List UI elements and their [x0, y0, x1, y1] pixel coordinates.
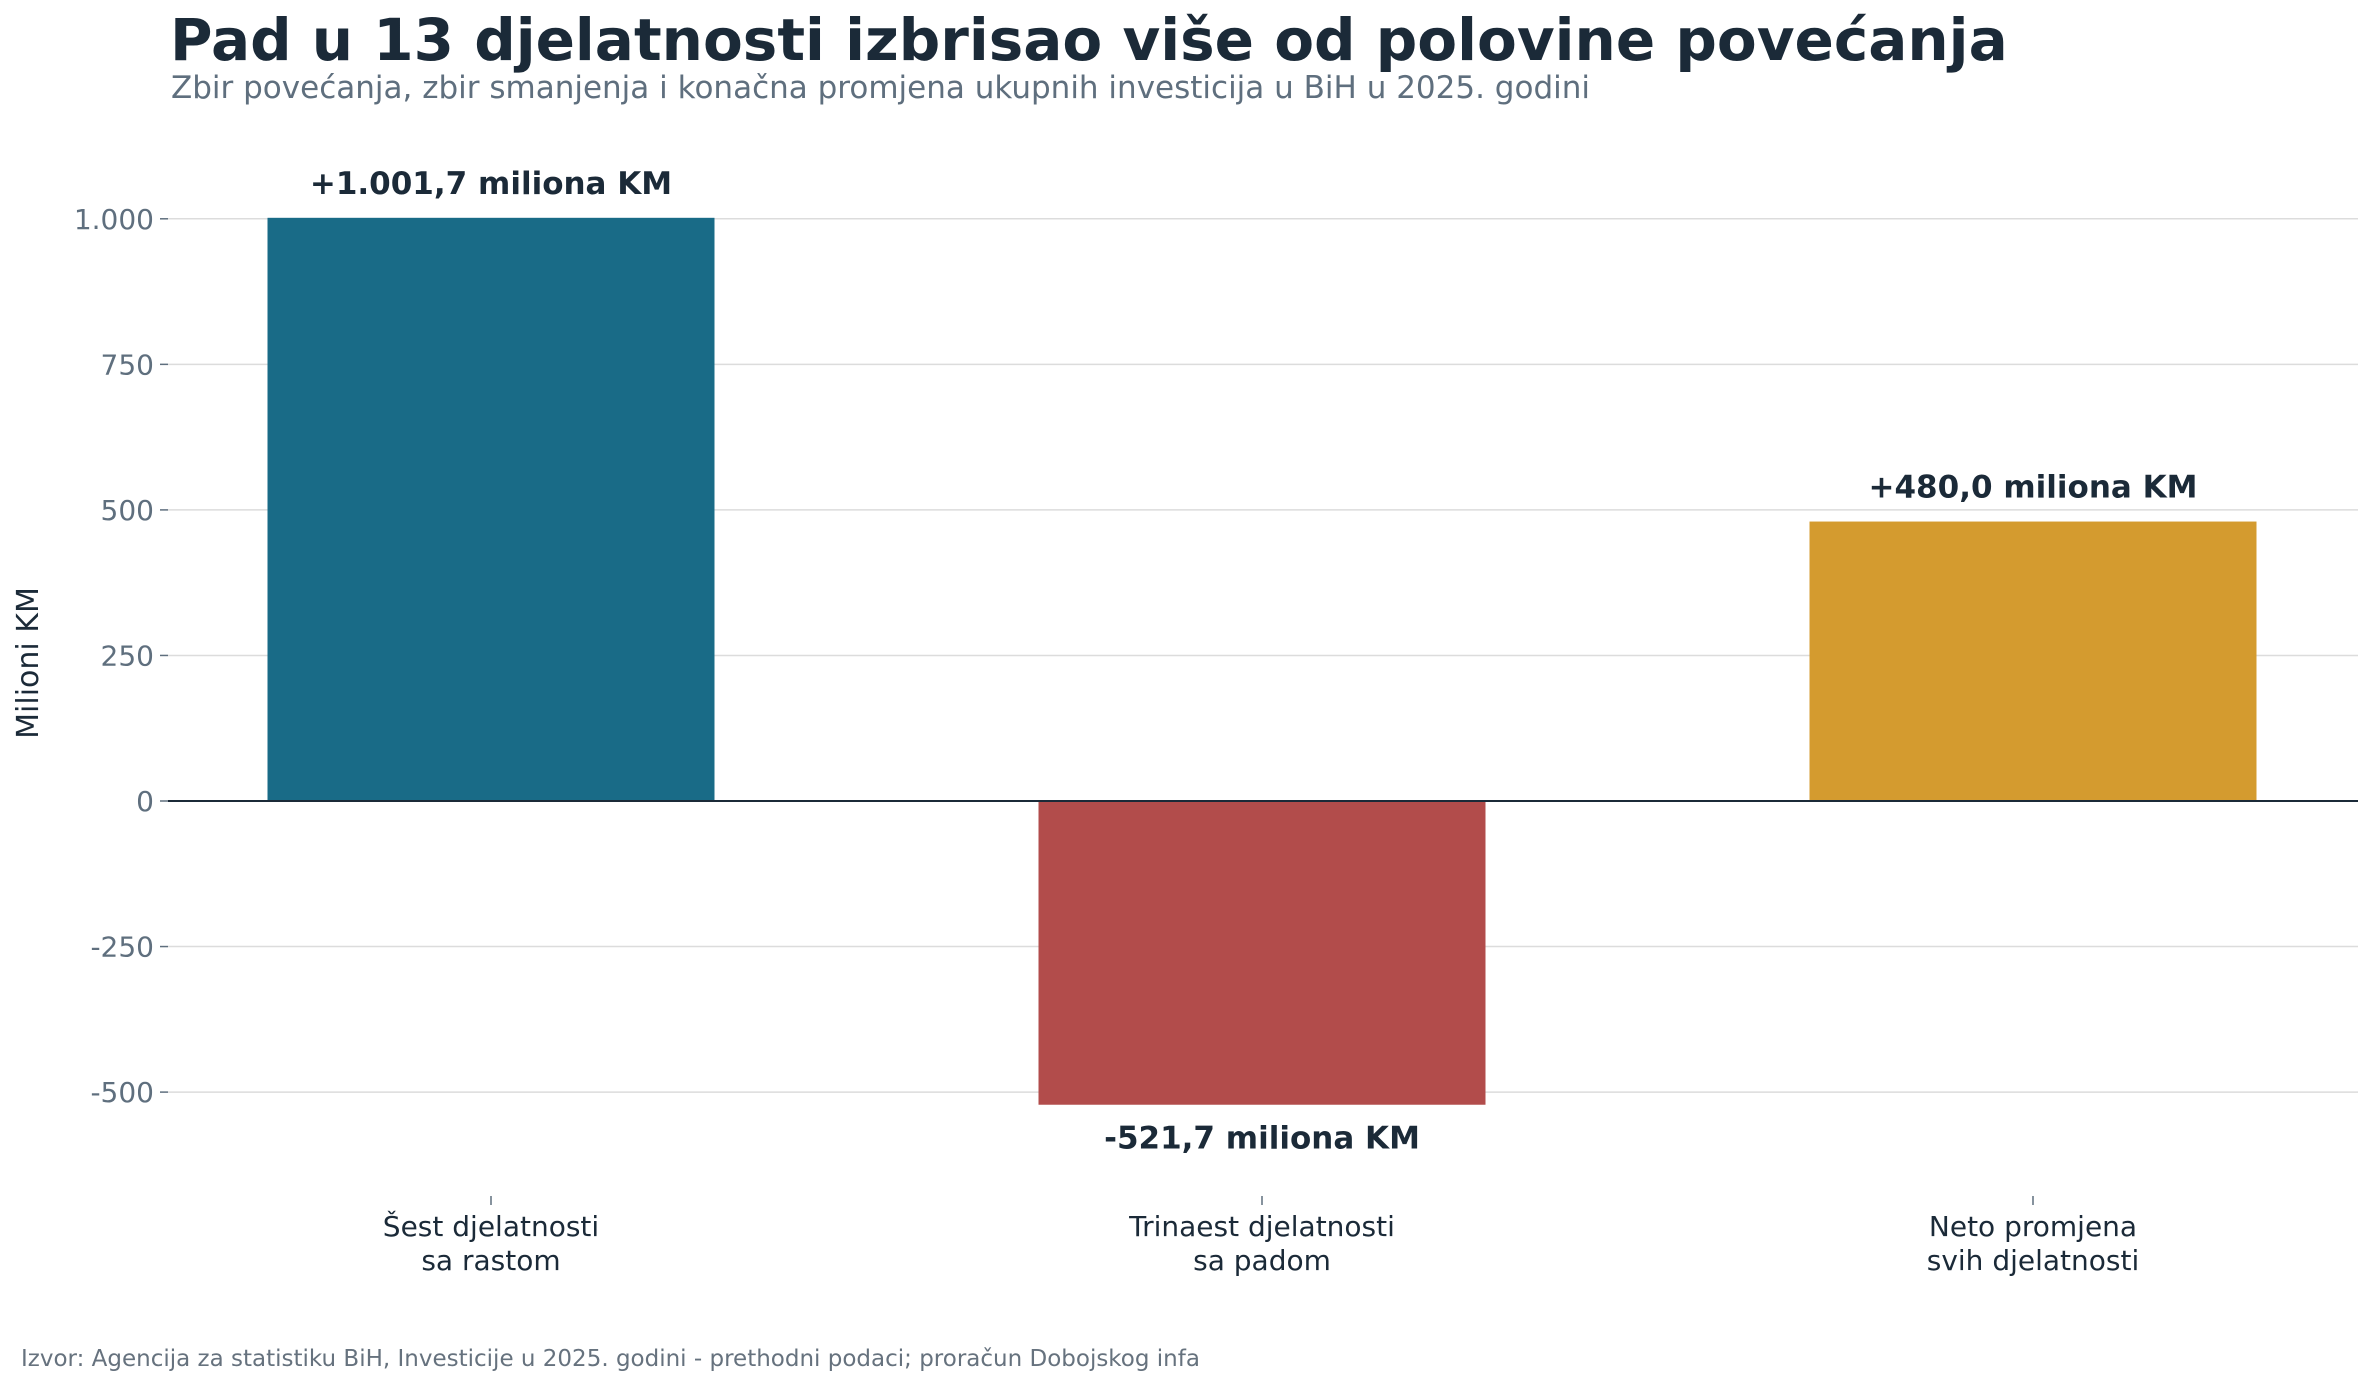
x-axis: Šest djelatnosti sa rastom Trinaest djelat…	[383, 1196, 2139, 1277]
bars	[168, 217, 2358, 1105]
chart-title: Pad u 13 djelatnosti izbrisao više od po…	[170, 6, 2008, 74]
y-tick-label: 250	[101, 639, 154, 672]
y-tick-label: 500	[101, 494, 154, 527]
data-labels: +1.001,7 miliona KM -521,7 miliona KM +480…	[310, 166, 2198, 1157]
bar	[267, 217, 715, 802]
y-tick-label: 750	[101, 348, 154, 381]
bar	[1809, 521, 2257, 801]
source-note: Izvor: Agencija za statistiku BiH, Inves…	[21, 1346, 1200, 1372]
x-tick-label: Neto promjena svih djelatnosti	[1927, 1210, 2140, 1277]
y-tick-label: 1.000	[74, 203, 154, 236]
x-tick-label: Šest djelatnosti sa rastom	[383, 1209, 599, 1277]
bar	[1038, 801, 1486, 1105]
y-axis-label: Milioni KM	[11, 587, 46, 739]
data-label: -521,7 miliona KM	[1104, 1121, 1420, 1157]
chart-subtitle: Zbir povećanja, zbir smanjenja i konačna…	[171, 70, 1590, 106]
y-tick-label: 0	[136, 785, 154, 818]
y-tick-label: -250	[90, 931, 154, 964]
x-tick-label: Trinaest djelatnosti sa padom	[1128, 1210, 1395, 1277]
y-axis: -500 -250 0 250 500 750 1.000	[74, 203, 168, 1109]
y-tick-label: -500	[90, 1076, 154, 1109]
data-label: +1.001,7 miliona KM	[310, 166, 672, 202]
data-label: +480,0 miliona KM	[1869, 470, 2198, 506]
